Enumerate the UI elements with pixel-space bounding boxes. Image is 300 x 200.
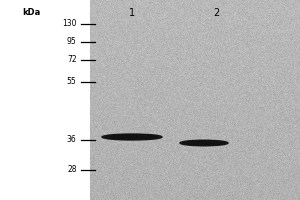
Text: 28: 28 xyxy=(67,166,76,174)
Text: 130: 130 xyxy=(62,20,76,28)
Text: 55: 55 xyxy=(67,77,76,86)
Bar xyxy=(0,0,90,200)
Text: 2: 2 xyxy=(213,8,219,18)
Text: kDa: kDa xyxy=(22,8,40,17)
Ellipse shape xyxy=(106,135,158,139)
Ellipse shape xyxy=(120,136,144,138)
Ellipse shape xyxy=(102,134,162,140)
Text: 95: 95 xyxy=(67,38,76,46)
Ellipse shape xyxy=(188,142,220,144)
Ellipse shape xyxy=(194,142,214,144)
Text: 1: 1 xyxy=(129,8,135,18)
Ellipse shape xyxy=(184,141,224,145)
Ellipse shape xyxy=(180,140,228,146)
Text: 36: 36 xyxy=(67,136,76,144)
Text: 72: 72 xyxy=(67,55,76,64)
Ellipse shape xyxy=(112,136,152,139)
